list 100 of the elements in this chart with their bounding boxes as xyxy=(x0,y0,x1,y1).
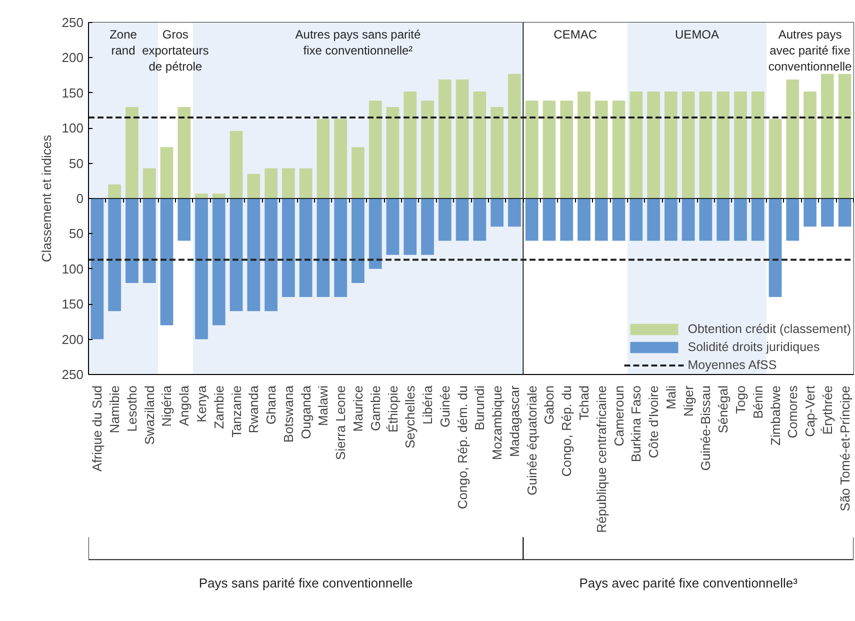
bar xyxy=(699,91,712,198)
x-tick-label: Burundi xyxy=(472,385,488,430)
legend-label: Obtention crédit (classement) xyxy=(688,322,851,336)
bar xyxy=(560,198,574,241)
bar xyxy=(542,100,556,198)
bar xyxy=(195,198,208,340)
bar xyxy=(299,198,312,298)
bar xyxy=(734,91,747,198)
bar xyxy=(768,198,782,298)
x-tick-label: Congo, Rép. du xyxy=(559,385,574,477)
y-tick-label: 150 xyxy=(62,296,84,312)
y-tick-label: 50 xyxy=(69,156,84,171)
x-tick-label: Kenya xyxy=(194,384,210,422)
bar xyxy=(838,74,852,198)
bar xyxy=(421,100,434,198)
y-tick-label: 0 xyxy=(76,191,84,206)
bar xyxy=(368,100,382,198)
bar xyxy=(560,100,574,198)
bar xyxy=(178,198,191,241)
bar xyxy=(195,194,208,198)
bar xyxy=(804,198,816,227)
x-tick-label: Zimbabwe xyxy=(768,386,783,446)
bar xyxy=(525,198,538,241)
bar xyxy=(282,168,295,198)
bar xyxy=(230,198,243,312)
x-tick-label: Congo, Rép. dém. du xyxy=(454,386,470,510)
bar xyxy=(126,106,138,198)
y-tick-label: 250 xyxy=(62,367,84,382)
bar xyxy=(525,100,538,198)
x-tick-label: Nigéria xyxy=(159,384,174,427)
x-tick-label: Tanzanie xyxy=(228,385,244,438)
text: Pays avec parité fixe conventionnelle³ xyxy=(579,575,798,590)
x-tick-label: Malawi xyxy=(316,385,331,426)
x-tick-label: Comores xyxy=(785,385,800,438)
bar xyxy=(438,80,452,198)
x-tick-label: Namibie xyxy=(107,385,122,434)
x-tick-label: Guinée xyxy=(437,386,452,428)
y-tick-label: 150 xyxy=(62,85,84,100)
x-tick-label: Éthiopie xyxy=(385,385,400,432)
bar xyxy=(612,100,626,198)
bar xyxy=(490,198,504,227)
bar xyxy=(630,91,643,198)
bar xyxy=(299,168,312,198)
x-tick-label: Mozambique xyxy=(490,385,505,460)
bar xyxy=(178,106,191,198)
y-axis-title: Classement et indices xyxy=(38,134,54,262)
x-tick-label: Libéria xyxy=(420,384,436,425)
bar xyxy=(647,91,660,198)
bar xyxy=(142,168,156,198)
bar xyxy=(647,198,660,241)
x-tick-label: Côte d'Ivoire xyxy=(646,385,662,458)
bar xyxy=(316,118,330,198)
bar xyxy=(247,174,260,198)
bar xyxy=(716,91,730,198)
bar xyxy=(456,198,469,241)
bar xyxy=(699,198,712,241)
bar xyxy=(751,198,764,241)
bar xyxy=(404,91,417,198)
bar xyxy=(282,198,295,298)
x-tick-label: Sénégal xyxy=(716,385,731,434)
text: Pays sans parité fixe conventionnelle xyxy=(198,575,413,590)
y-tick-label: 100 xyxy=(62,120,84,136)
x-tick-label: Guinée-Bissau xyxy=(698,385,714,471)
x-tick-label: Cameroun xyxy=(611,385,626,446)
bar xyxy=(786,80,800,198)
x-tick-label: Madagascar xyxy=(506,384,522,458)
bar xyxy=(438,198,452,241)
legend-label: Solidité droits juridiques xyxy=(688,340,820,354)
bar xyxy=(126,198,138,283)
x-tick-label: Afrique du Sud xyxy=(90,385,105,472)
x-tick-label: Swaziland xyxy=(142,385,157,445)
bar xyxy=(421,198,434,255)
bar xyxy=(368,198,382,269)
bar xyxy=(334,198,348,298)
y-tick-label: 200 xyxy=(62,332,84,347)
x-tick-label: République centrafricaine xyxy=(594,385,609,533)
y-tick-label: 100 xyxy=(62,261,84,276)
x-tick-label: Togo xyxy=(732,385,748,414)
x-tick-label: Guinée équatoriale xyxy=(524,386,540,496)
x-tick-label: Lesotho xyxy=(124,385,140,432)
bar xyxy=(212,194,226,198)
bar xyxy=(578,91,590,198)
bar xyxy=(456,80,469,198)
y-tick-label: 50 xyxy=(69,226,84,242)
bar xyxy=(542,198,556,241)
bar xyxy=(490,106,504,198)
bar xyxy=(264,168,278,198)
x-tick-label: Gambie xyxy=(368,385,383,432)
bar xyxy=(508,74,521,198)
y-tick-label: 200 xyxy=(62,50,84,66)
bar xyxy=(508,198,521,227)
bar xyxy=(90,198,104,340)
bar xyxy=(212,198,226,326)
bar xyxy=(768,118,782,198)
bar xyxy=(264,198,278,312)
bar xyxy=(160,147,174,198)
band-label: UEMOA xyxy=(675,27,720,42)
bar xyxy=(838,198,852,227)
band-label: Gros exportateurs de pétrole xyxy=(142,27,209,74)
bar xyxy=(578,198,590,241)
